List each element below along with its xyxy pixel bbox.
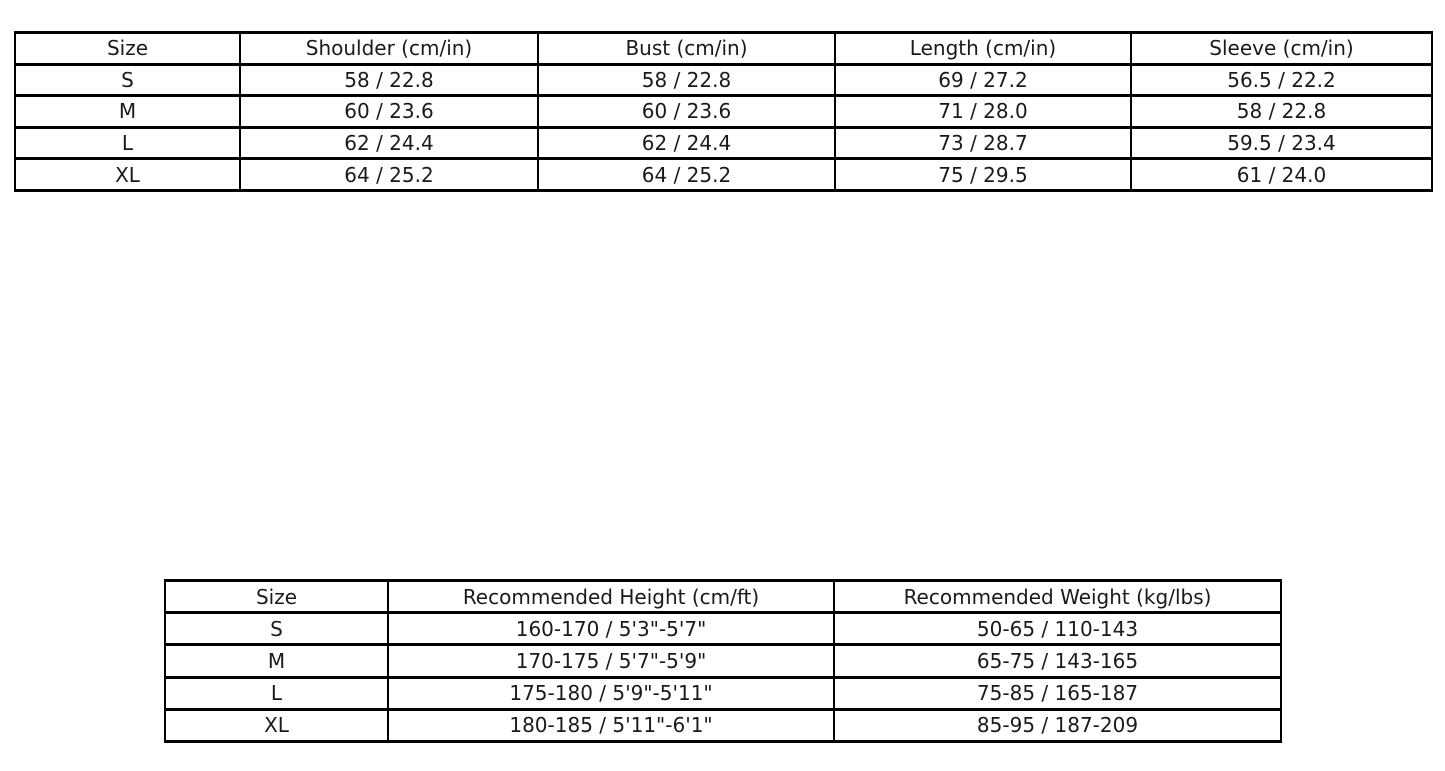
bust-value-cell: 58 / 22.8: [537, 62, 836, 98]
bust-value-cell: 62 / 24.4: [537, 125, 836, 161]
size-label-cell: XL: [164, 707, 389, 743]
weight-range-cell: 85-95 / 187-209: [833, 707, 1282, 743]
height-range-cell: 160-170 / 5'3"-5'7": [387, 611, 835, 647]
length-value-cell: 75 / 29.5: [834, 157, 1132, 192]
size-label-cell: S: [14, 62, 241, 98]
table-row: M 60 / 23.6 60 / 23.6 71 / 28.0 58 / 22.…: [14, 94, 1433, 129]
table-row: L 62 / 24.4 62 / 24.4 73 / 28.7 59.5 / 2…: [14, 125, 1433, 161]
column-header-size: Size: [164, 578, 389, 615]
weight-range-cell: 50-65 / 110-143: [833, 611, 1282, 647]
column-header-shoulder: Shoulder (cm/in): [239, 31, 539, 66]
column-header-sleeve: Sleeve (cm/in): [1130, 31, 1433, 66]
table-row: S 58 / 22.8 58 / 22.8 69 / 27.2 56.5 / 2…: [14, 62, 1433, 98]
table-row: S 160-170 / 5'3"-5'7" 50-65 / 110-143: [164, 611, 1282, 647]
measurements-header-row: Size Shoulder (cm/in) Bust (cm/in) Lengt…: [14, 31, 1433, 66]
shoulder-value-cell: 58 / 22.8: [239, 62, 539, 98]
sleeve-value-cell: 56.5 / 22.2: [1130, 62, 1433, 98]
shoulder-value-cell: 62 / 24.4: [239, 125, 539, 161]
height-range-cell: 175-180 / 5'9"-5'11": [387, 675, 835, 711]
bust-value-cell: 64 / 25.2: [537, 157, 836, 192]
column-header-recommended-height: Recommended Height (cm/ft): [387, 578, 835, 615]
bust-value-cell: 60 / 23.6: [537, 94, 836, 129]
shoulder-value-cell: 64 / 25.2: [239, 157, 539, 192]
size-label-cell: L: [14, 125, 241, 161]
weight-range-cell: 75-85 / 165-187: [833, 675, 1282, 711]
length-value-cell: 69 / 27.2: [834, 62, 1132, 98]
column-header-length: Length (cm/in): [834, 31, 1132, 66]
height-range-cell: 180-185 / 5'11"-6'1": [387, 707, 835, 743]
table-row: XL 64 / 25.2 64 / 25.2 75 / 29.5 61 / 24…: [14, 157, 1433, 192]
sleeve-value-cell: 61 / 24.0: [1130, 157, 1433, 192]
size-label-cell: L: [164, 675, 389, 711]
size-measurements-table: Size Shoulder (cm/in) Bust (cm/in) Lengt…: [14, 31, 1433, 192]
length-value-cell: 71 / 28.0: [834, 94, 1132, 129]
table-row: L 175-180 / 5'9"-5'11" 75-85 / 165-187: [164, 675, 1282, 711]
column-header-recommended-weight: Recommended Weight (kg/lbs): [833, 578, 1282, 615]
length-value-cell: 73 / 28.7: [834, 125, 1132, 161]
table-row: M 170-175 / 5'7"-5'9" 65-75 / 143-165: [164, 643, 1282, 679]
height-range-cell: 170-175 / 5'7"-5'9": [387, 643, 835, 679]
size-label-cell: M: [14, 94, 241, 129]
column-header-size: Size: [14, 31, 241, 66]
sleeve-value-cell: 58 / 22.8: [1130, 94, 1433, 129]
column-header-bust: Bust (cm/in): [537, 31, 836, 66]
sleeve-value-cell: 59.5 / 23.4: [1130, 125, 1433, 161]
shoulder-value-cell: 60 / 23.6: [239, 94, 539, 129]
table-row: XL 180-185 / 5'11"-6'1" 85-95 / 187-209: [164, 707, 1282, 743]
recommendation-header-row: Size Recommended Height (cm/ft) Recommen…: [164, 578, 1282, 615]
size-label-cell: S: [164, 611, 389, 647]
size-label-cell: XL: [14, 157, 241, 192]
size-recommendation-table: Size Recommended Height (cm/ft) Recommen…: [164, 578, 1282, 743]
size-label-cell: M: [164, 643, 389, 679]
weight-range-cell: 65-75 / 143-165: [833, 643, 1282, 679]
